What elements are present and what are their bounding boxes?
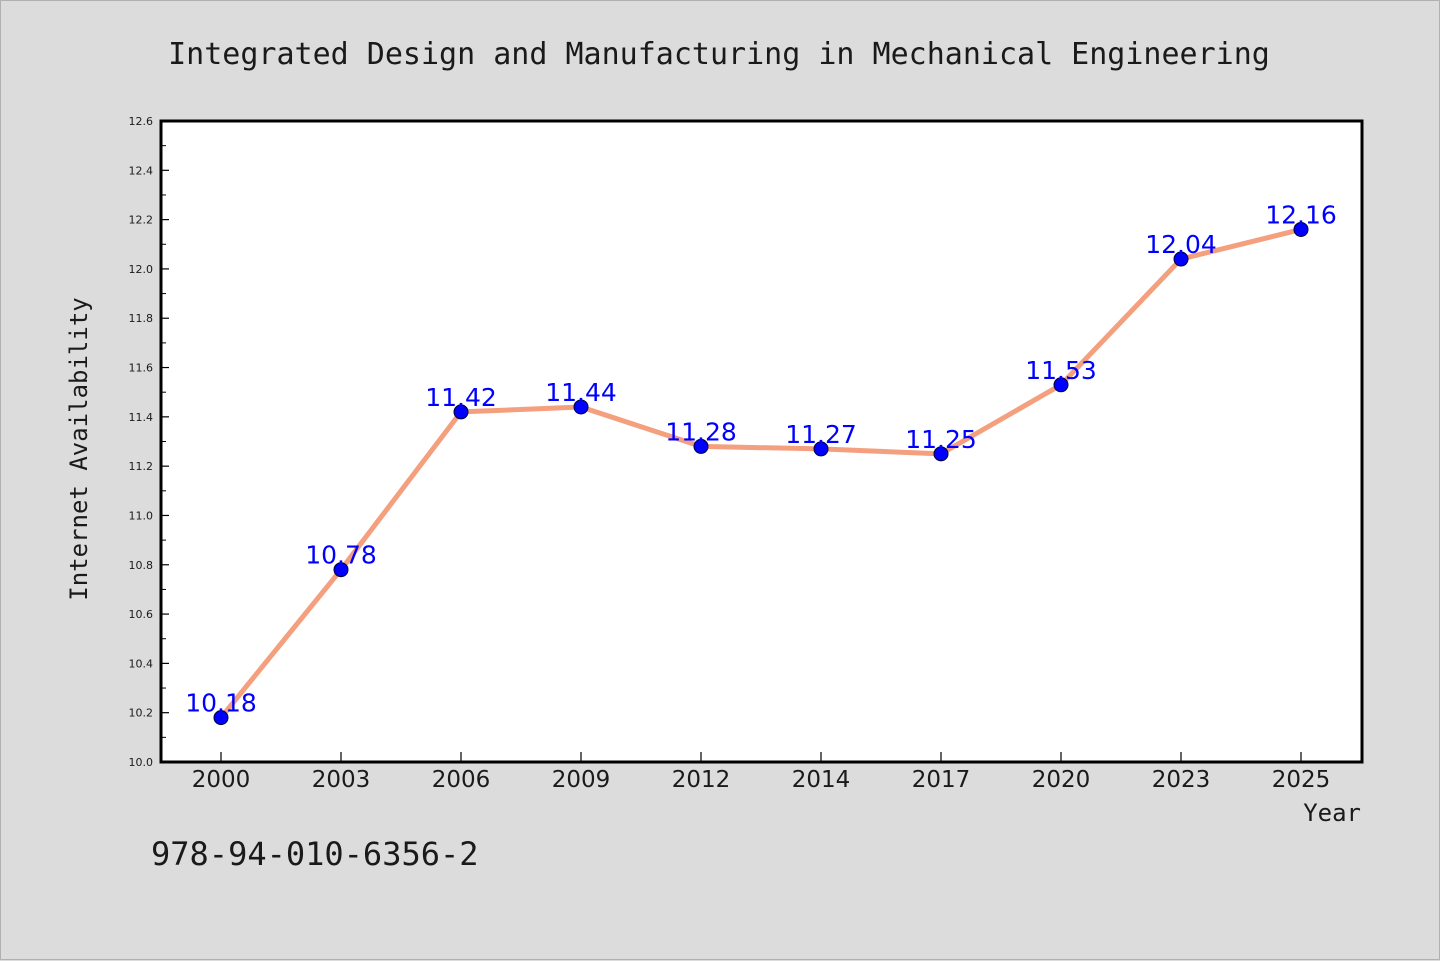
y-tick-label: 11.8 [129, 312, 154, 325]
data-labels: 10.18 10.78 11.42 11.44 11.28 11.27 11.25 11.53… [185, 200, 1337, 717]
data-point [693, 438, 709, 454]
data-label: 10.78 [305, 541, 377, 570]
x-tick-label: 2003 [312, 767, 371, 793]
data-point [1173, 251, 1189, 267]
data-point [933, 446, 949, 462]
data-label: 12.16 [1265, 200, 1337, 229]
x-tick-label: 2000 [192, 767, 251, 793]
y-axis-label: Internet Availability [65, 297, 93, 600]
x-tick-label: 2025 [1272, 767, 1331, 793]
x-tick-label: 2020 [1032, 767, 1091, 793]
x-tick-label: 2023 [1152, 767, 1211, 793]
y-tick-label: 12.0 [129, 263, 154, 276]
series-line [218, 226, 1304, 721]
x-tick-label: 2012 [672, 767, 731, 793]
y-tick-label: 12.6 [129, 115, 154, 128]
y-tick-label: 10.8 [129, 559, 154, 572]
data-point [1293, 221, 1309, 237]
y-tick-label: 10.4 [129, 657, 154, 670]
data-label: 11.42 [425, 383, 497, 412]
plot-area [161, 121, 1362, 762]
data-label: 11.27 [785, 420, 857, 449]
y-tick-label: 11.0 [129, 509, 154, 522]
data-point [453, 404, 469, 420]
data-label: 11.53 [1025, 356, 1097, 385]
data-label: 11.25 [905, 425, 977, 454]
x-axis-label: Year [1303, 799, 1361, 827]
y-tick-label: 10.2 [129, 707, 154, 720]
x-axis-ticks: 2000 2003 2006 2009 2012 2014 2017 2020 2023 2025 [192, 752, 1331, 793]
y-tick-label: 10.6 [129, 608, 154, 621]
y-tick-label: 12.4 [129, 164, 154, 177]
y-tick-label: 10.0 [129, 756, 154, 769]
data-label: 12.04 [1145, 230, 1217, 259]
data-point [213, 710, 229, 726]
x-tick-label: 2014 [792, 767, 851, 793]
x-tick-label: 2017 [912, 767, 971, 793]
y-tick-label: 12.2 [129, 214, 154, 227]
data-point [333, 562, 349, 578]
data-markers [213, 221, 1309, 726]
isbn-annotation: 978-94-010-6356-2 [151, 835, 479, 873]
y-tick-label: 11.4 [129, 411, 154, 424]
data-point [813, 441, 829, 457]
x-tick-label: 2006 [432, 767, 491, 793]
data-label: 10.18 [185, 689, 257, 718]
y-tick-label: 11.6 [129, 362, 154, 375]
chart-title: Integrated Design and Manufacturing in M… [168, 37, 1270, 72]
data-point [1053, 377, 1069, 393]
data-point [573, 399, 589, 415]
plot-frame [159, 119, 1364, 764]
x-tick-label: 2009 [552, 767, 611, 793]
data-label: 11.44 [545, 378, 617, 407]
y-tick-label: 11.2 [129, 460, 154, 473]
y-axis-ticks: 10.0 10.2 10.4 10.6 10.8 11.0 11.2 11.4 11.6 11.8… [129, 115, 169, 769]
data-label: 11.28 [665, 417, 737, 446]
